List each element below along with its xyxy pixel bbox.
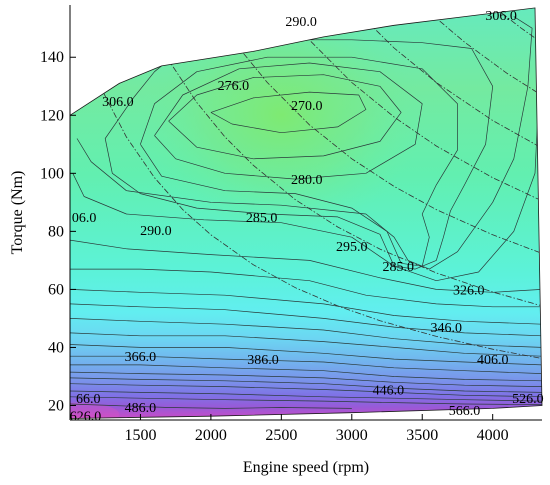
y-tick-label: 120	[40, 107, 64, 124]
y-tick-label: 20	[48, 397, 64, 414]
contour-line-566	[70, 396, 542, 405]
contour-labels: 290.0 306.0 276.0 306.0 270.0 280.0 285.0 290.0…	[70, 9, 544, 424]
power-line-2	[210, 7, 542, 254]
contour-label: 290.0	[285, 15, 317, 30]
contour-label: 285.0	[246, 211, 278, 226]
y-axis-title: Torque (Nm)	[9, 171, 26, 255]
contour-lines	[70, 16, 542, 409]
contour-label: 306.0	[102, 95, 134, 110]
contour-line-326	[70, 268, 542, 308]
contour-label: 366.0	[125, 350, 157, 365]
contour-label: 526.0	[512, 392, 544, 407]
operating-boundary	[69, 7, 543, 419]
contour-line-280	[154, 62, 423, 180]
power-line-0	[70, 7, 542, 359]
power-line-5	[421, 7, 542, 96]
sweet-spot-highlight	[140, 7, 423, 232]
x-tick-label: 2000	[195, 427, 227, 444]
contour-line-466	[70, 377, 542, 393]
contour-line-316	[70, 239, 542, 293]
contour-label: 270.0	[291, 99, 323, 114]
power-line-3	[280, 7, 542, 202]
contour-label: 280.0	[291, 173, 323, 188]
contour-line-306	[72, 86, 540, 282]
contour-label: 290.0	[140, 224, 172, 239]
y-ticks: 20 40 60 80 100 120 140	[40, 49, 76, 414]
contour-label: 295.0	[336, 240, 368, 255]
power-line-1	[140, 7, 542, 307]
x-tick-label: 4000	[477, 427, 509, 444]
contour-line-366	[70, 332, 542, 357]
contour-label: 326.0	[453, 283, 485, 298]
x-tick-label: 1500	[124, 427, 156, 444]
contour-line-426	[70, 364, 542, 382]
plot-area: 290.0 306.0 276.0 306.0 270.0 280.0 285.0 290.0…	[69, 7, 544, 425]
contour-label: 66.0	[76, 392, 101, 407]
contour-line-276	[168, 74, 402, 160]
low-corner-highlight	[70, 402, 120, 419]
contour-line-346	[70, 303, 542, 337]
contour-label: 486.0	[125, 401, 157, 416]
contour-label: 406.0	[477, 353, 509, 368]
contour-line-406	[70, 355, 542, 374]
contour-line-386	[70, 344, 542, 366]
contour-line-486	[70, 383, 542, 398]
x-tick-label: 2500	[265, 427, 297, 444]
contour-label: 346.0	[430, 321, 462, 336]
x-axis-title: Engine speed (rpm)	[243, 459, 369, 476]
contour-line-295	[76, 16, 533, 270]
y-tick-label: 40	[48, 339, 64, 356]
contour-line-270	[210, 91, 367, 134]
power-line-4	[351, 7, 542, 149]
contour-label: 285.0	[383, 260, 415, 275]
contour-label: 276.0	[218, 79, 250, 94]
contour-line-626	[70, 403, 352, 409]
power-line-6	[492, 7, 542, 44]
y-tick-label: 60	[48, 281, 64, 298]
contour-line-526	[70, 390, 542, 402]
y-tick-label: 140	[40, 49, 64, 66]
y-tick-label: 80	[48, 223, 64, 240]
contour-line-285	[140, 56, 458, 267]
contour-label: 566.0	[449, 404, 481, 419]
x-ticks: 1500 2000 2500 3000 3500 4000	[124, 414, 509, 444]
contour-line-336	[70, 289, 542, 325]
x-tick-label: 3500	[406, 427, 438, 444]
power-lines	[70, 7, 542, 359]
contour-label: 386.0	[247, 353, 279, 368]
y-tick-label: 100	[40, 165, 64, 182]
contour-label: 626.0	[70, 410, 102, 425]
contour-label: 306.0	[485, 9, 517, 24]
contour-label: 06.0	[72, 211, 97, 226]
contour-line-446	[70, 371, 542, 387]
contour-label: 446.0	[373, 384, 405, 399]
contour-line-356	[70, 318, 542, 348]
axes: 1500 2000 2500 3000 3500 4000 20 40 60 80 100 120 1…	[9, 5, 542, 476]
x-tick-label: 3000	[336, 427, 368, 444]
